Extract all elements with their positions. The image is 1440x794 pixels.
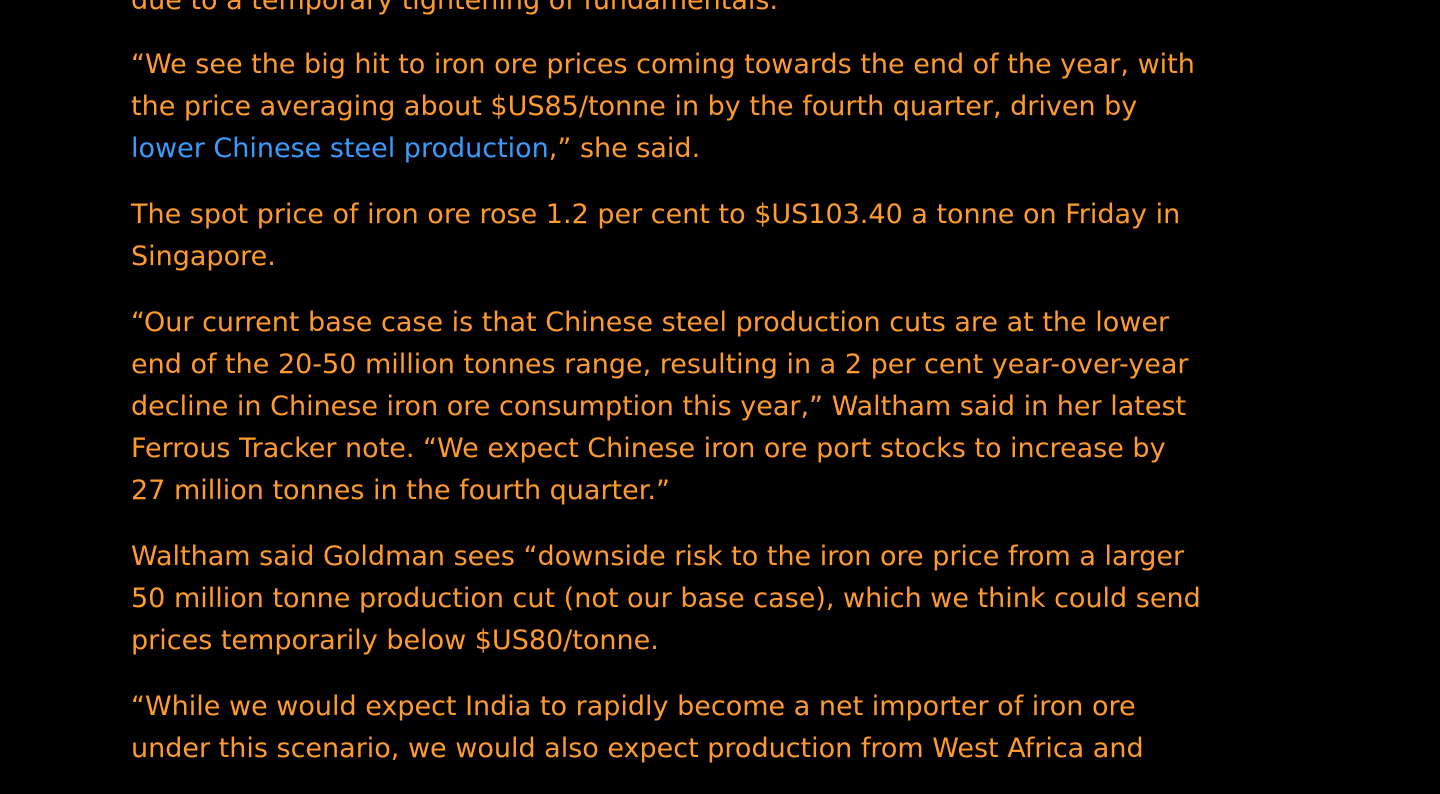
paragraph-line: the price averaging about $US85/tonne in…: [131, 91, 1138, 122]
paragraph-line: prices temporarily below $US80/tonne.: [131, 625, 659, 656]
article-paragraph: “We see the big hit to iron ore prices c…: [131, 44, 1321, 170]
paragraph-line: The spot price of iron ore rose 1.2 per …: [131, 199, 1181, 230]
paragraph-line: Waltham said Goldman sees “downside risk…: [131, 541, 1185, 572]
paragraph-line: end of the 20-50 million tonnes range, r…: [131, 349, 1189, 380]
article-paragraph: due to a temporary tightening of fundame…: [131, 0, 1321, 22]
article-paragraph: Waltham said Goldman sees “downside risk…: [131, 536, 1321, 662]
paragraph-line: decline in Chinese iron ore consumption …: [131, 391, 1187, 422]
article-paragraph: “While we would expect India to rapidly …: [131, 686, 1321, 770]
paragraph-line: lower Chinese steel production,” she sai…: [131, 128, 1321, 170]
paragraph-line: Ferrous Tracker note. “We expect Chinese…: [131, 433, 1166, 464]
steel-production-link[interactable]: lower Chinese steel production: [131, 133, 549, 164]
paragraph-line: 27 million tonnes in the fourth quarter.…: [131, 475, 670, 506]
article-paragraph: The spot price of iron ore rose 1.2 per …: [131, 194, 1321, 278]
article-body: due to a temporary tightening of fundame…: [131, 0, 1321, 794]
article-paragraph: “Our current base case is that Chinese s…: [131, 302, 1321, 512]
paragraph-line: 50 million tonne production cut (not our…: [131, 583, 1201, 614]
paragraph-line: “While we would expect India to rapidly …: [131, 691, 1136, 722]
quote-attribution: ,” she said.: [548, 133, 701, 164]
paragraph-line: due to a temporary tightening of fundame…: [131, 0, 793, 16]
paragraph-line: “We see the big hit to iron ore prices c…: [131, 49, 1195, 80]
paragraph-line: under this scenario, we would also expec…: [131, 733, 1144, 764]
paragraph-line: Singapore.: [131, 241, 276, 272]
paragraph-line: “Our current base case is that Chinese s…: [131, 307, 1170, 338]
